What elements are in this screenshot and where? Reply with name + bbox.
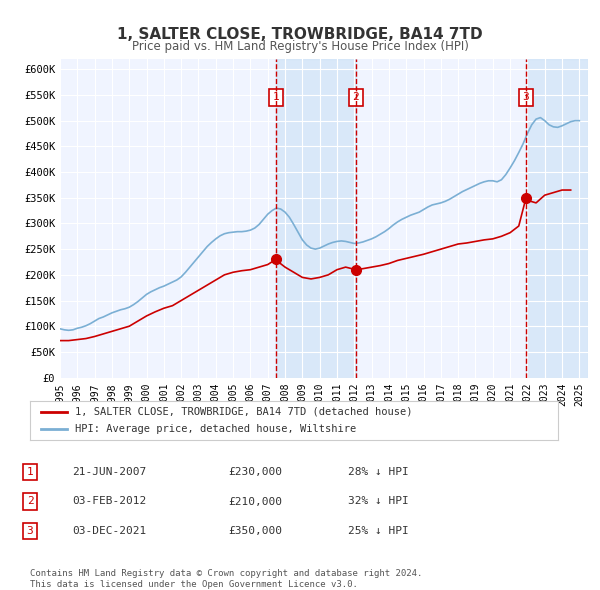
- Text: 28% ↓ HPI: 28% ↓ HPI: [348, 467, 409, 477]
- Text: 1, SALTER CLOSE, TROWBRIDGE, BA14 7TD (detached house): 1, SALTER CLOSE, TROWBRIDGE, BA14 7TD (d…: [75, 407, 412, 417]
- Bar: [276, 59, 356, 378]
- Text: £230,000: £230,000: [228, 467, 282, 477]
- Bar: [526, 59, 588, 378]
- Text: 1: 1: [272, 92, 279, 102]
- Text: Contains HM Land Registry data © Crown copyright and database right 2024.
This d: Contains HM Land Registry data © Crown c…: [30, 569, 422, 589]
- Text: 2: 2: [352, 92, 359, 102]
- Text: 21-JUN-2007: 21-JUN-2007: [72, 467, 146, 477]
- Text: 03-DEC-2021: 03-DEC-2021: [72, 526, 146, 536]
- Text: 1, SALTER CLOSE, TROWBRIDGE, BA14 7TD: 1, SALTER CLOSE, TROWBRIDGE, BA14 7TD: [117, 27, 483, 41]
- Text: HPI: Average price, detached house, Wiltshire: HPI: Average price, detached house, Wilt…: [75, 424, 356, 434]
- Text: 25% ↓ HPI: 25% ↓ HPI: [348, 526, 409, 536]
- Text: 1: 1: [26, 467, 34, 477]
- Text: £350,000: £350,000: [228, 526, 282, 536]
- Text: 2: 2: [26, 497, 34, 506]
- Text: 3: 3: [523, 92, 529, 102]
- Text: £210,000: £210,000: [228, 497, 282, 506]
- Text: Price paid vs. HM Land Registry's House Price Index (HPI): Price paid vs. HM Land Registry's House …: [131, 40, 469, 53]
- Text: 03-FEB-2012: 03-FEB-2012: [72, 497, 146, 506]
- Text: 32% ↓ HPI: 32% ↓ HPI: [348, 497, 409, 506]
- Text: 3: 3: [26, 526, 34, 536]
